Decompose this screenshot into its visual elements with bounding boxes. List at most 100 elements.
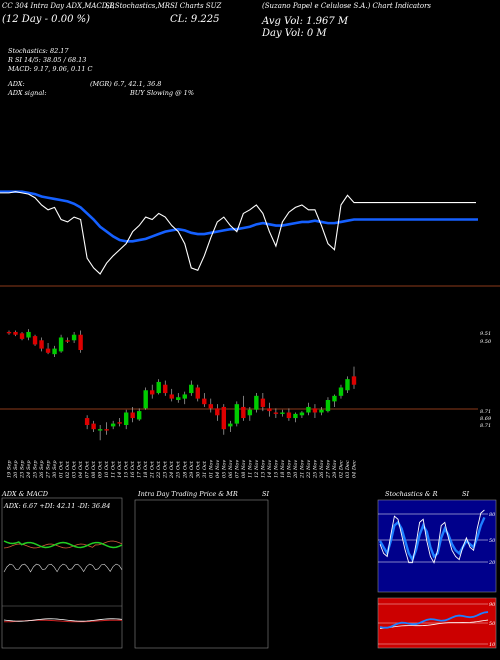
x-tick-label: 26 Sep: [39, 460, 45, 479]
candle-body: [136, 411, 142, 420]
candle-body: [254, 395, 259, 410]
adx-panel-frame: [1, 497, 123, 649]
x-tick-label: 14 Oct: [117, 460, 123, 478]
x-tick-label: 23 Oct: [163, 460, 169, 479]
candle-body: [228, 423, 233, 427]
price-label-top-2: 9.50: [480, 339, 492, 345]
x-tick-label: 30 Oct: [195, 460, 201, 478]
price-label-bottom-2: 8.69: [480, 416, 492, 422]
rsi-lines: [379, 611, 489, 629]
price-label-top: 9.51: [480, 331, 491, 337]
x-tick-label: 27 Nov: [325, 460, 331, 479]
rsi-ma-line: [379, 619, 489, 629]
x-tick-label: 11 Nov: [247, 460, 253, 478]
header-ticker-line-2: SI,Stochastics,MR: [105, 2, 171, 10]
header-ticker-line-3: SI Charts SUZ: [170, 2, 222, 10]
x-tick-label: 29 Oct: [189, 460, 195, 479]
rsi-tick-50: 50: [489, 621, 496, 627]
stoch-lines: [378, 509, 486, 564]
x-tick-label: 13 Nov: [260, 460, 266, 478]
x-tick-label: 25 Sep: [33, 460, 39, 479]
candle-body: [169, 394, 174, 399]
candle-body: [267, 408, 272, 412]
candle-body: [247, 409, 253, 416]
candle-body: [306, 406, 311, 413]
x-tick-label: 15 Nov: [273, 460, 279, 478]
adx-signal-value: BUY Slowing @ 1%: [130, 89, 194, 97]
candle-body: [176, 397, 181, 400]
avg-volume-label: Avg Vol: 1.967 M: [262, 16, 349, 27]
x-tick-label: 15 Oct: [124, 460, 130, 478]
x-tick-label: 09 Oct: [98, 460, 104, 478]
x-tick-label: 14 Nov: [267, 460, 273, 478]
day-change-label: (12 Day - 0.00 %): [2, 14, 91, 25]
x-tick-label: 26 Nov: [319, 460, 325, 479]
candle-body: [163, 384, 168, 394]
candle-body: [65, 340, 70, 342]
stochastics-info: Stochastics: 82.17: [8, 47, 69, 55]
candle-body: [123, 412, 129, 425]
x-tick-label: 18 Oct: [143, 460, 149, 478]
candle-body: [325, 400, 331, 412]
price-label-bottom: 8.71: [480, 409, 491, 415]
macd-line: [3, 618, 123, 622]
x-tick-label: 02 Oct: [65, 460, 71, 478]
stoch-d-line: [379, 509, 485, 564]
mrsi-line: [0, 191, 476, 275]
adx-info-value: (MGR) 6.7, 42.1, 36.8: [90, 80, 162, 88]
x-tick-label: 04 Dec: [352, 460, 358, 478]
candle-body: [234, 404, 240, 424]
candle-body: [150, 390, 155, 395]
candle-body: [6, 331, 12, 334]
x-tick-label: 08 Nov: [241, 460, 247, 478]
x-tick-label: 04 Oct: [78, 460, 84, 478]
intraday-panel-title: Intra Day Trading Price & MR: [137, 490, 238, 498]
candle-body: [241, 406, 246, 419]
candle-body: [189, 384, 194, 394]
stoch-tick-80: 80: [489, 512, 496, 518]
stoch-tick-50: 50: [489, 538, 496, 544]
x-tick-label: 31 Oct: [202, 460, 208, 478]
rsi-line: [379, 611, 489, 629]
adx-signal-label: ADX signal:: [8, 89, 47, 97]
candle-body: [45, 348, 51, 353]
stoch-panel-title-2: SI: [462, 490, 469, 498]
candle-body: [195, 387, 200, 399]
x-tick-label: 20 Nov: [293, 460, 299, 479]
stoch-panel-frame: [377, 499, 497, 593]
x-tick-label: 02 Dec: [338, 460, 344, 478]
candle-body: [202, 398, 207, 405]
x-tick-label: 22 Nov: [306, 460, 312, 479]
candle-body: [260, 398, 266, 407]
adx-line: [3, 563, 123, 573]
x-tick-label: 01 Oct: [59, 460, 65, 478]
rsi-info: R SI 14/5: 38.05 / 68.13: [8, 56, 87, 64]
x-tick-label: 19 Nov: [286, 460, 292, 478]
adx-panel-values: ADX: 6.67 +DI: 42.11 -DI: 36.84: [3, 502, 110, 510]
intraday-panel-title-2: SI: [262, 490, 269, 498]
candle-body: [32, 336, 38, 345]
candle-body: [117, 422, 122, 424]
candle-body: [208, 404, 213, 409]
x-tick-label: 29 Nov: [332, 460, 338, 479]
candle-body: [52, 348, 57, 355]
mrsi-panel: [0, 190, 478, 275]
candle-body: [338, 387, 344, 396]
adx-lines: [3, 540, 123, 573]
candle-body: [299, 412, 305, 416]
adx-panel-title: ADX & MACD: [1, 490, 49, 498]
candle-body: [97, 429, 103, 431]
candle-body: [58, 337, 64, 352]
x-tick-label: 03 Dec: [345, 460, 351, 478]
x-tick-label: 04 Nov: [215, 460, 221, 478]
x-tick-label: 03 Oct: [72, 460, 78, 478]
candle-body: [71, 334, 77, 341]
x-tick-label: 20 Sep: [13, 460, 19, 479]
x-tick-label: 18 Nov: [280, 460, 286, 478]
candle-body: [332, 395, 337, 402]
candle-body: [156, 381, 161, 394]
candle-body: [221, 406, 227, 430]
x-tick-label: 24 Oct: [169, 460, 175, 479]
candle-body: [78, 334, 83, 350]
